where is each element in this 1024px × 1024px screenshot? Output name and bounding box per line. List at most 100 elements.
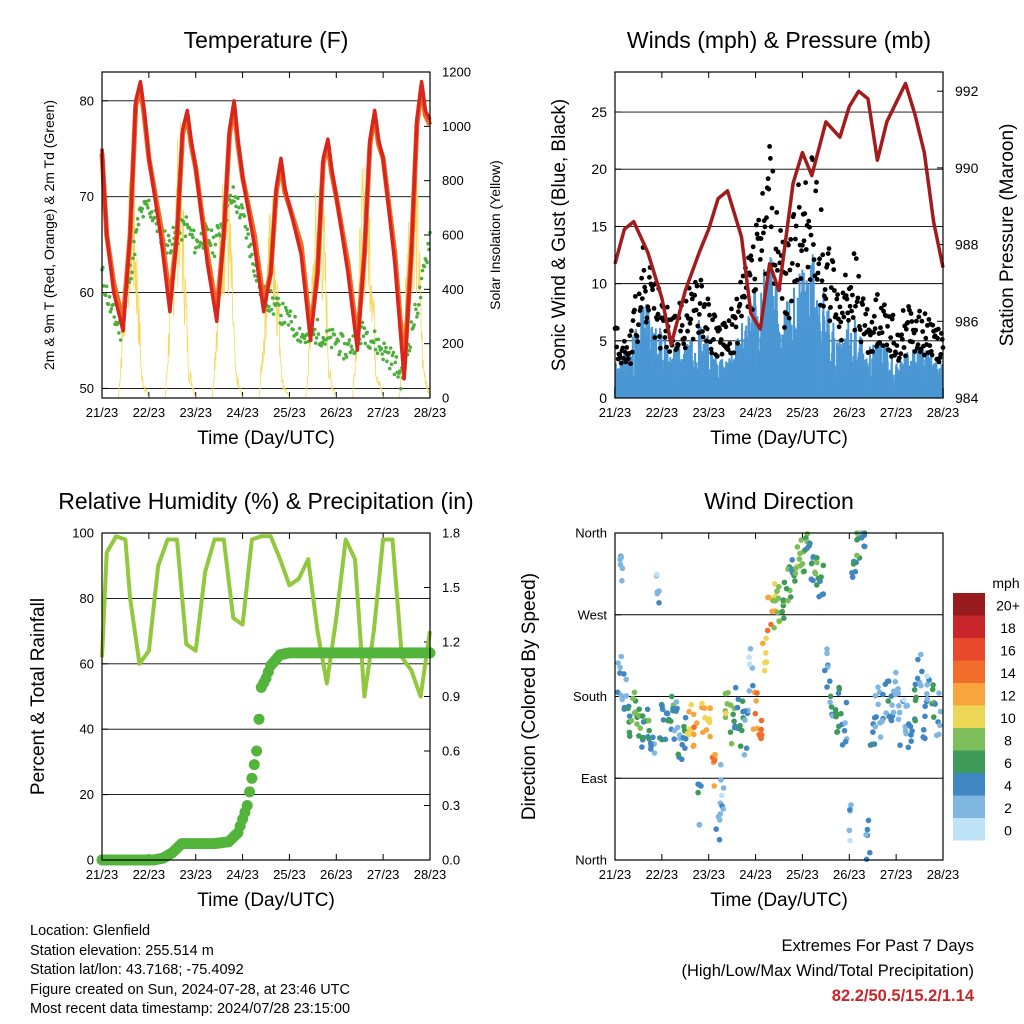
direction-point bbox=[924, 682, 930, 688]
direction-point bbox=[703, 727, 710, 733]
dewpoint-point bbox=[104, 284, 109, 289]
y-axis-label: Percent & Total Rainfall bbox=[28, 598, 49, 795]
dewpoint-point bbox=[250, 252, 254, 257]
gust-point bbox=[742, 294, 747, 300]
y2-tick-label: 0.6 bbox=[442, 744, 460, 759]
x-tick-label: 21/23 bbox=[599, 405, 632, 420]
gust-point bbox=[707, 312, 712, 318]
dewpoint-point bbox=[325, 329, 329, 333]
gust-point bbox=[641, 267, 647, 273]
gust-point bbox=[791, 212, 797, 217]
direction-point bbox=[820, 562, 827, 569]
y-tick-label: 20 bbox=[80, 787, 94, 802]
gust-point bbox=[622, 338, 627, 344]
direction-point bbox=[679, 756, 685, 763]
direction-point bbox=[918, 651, 924, 658]
dewpoint-point bbox=[239, 203, 244, 207]
gust-point bbox=[856, 273, 862, 279]
gust-point bbox=[709, 350, 715, 356]
y-tick-label: East bbox=[581, 771, 607, 786]
gust-point bbox=[889, 316, 895, 322]
colorbar-swatch bbox=[953, 795, 985, 818]
dewpoint-point bbox=[388, 346, 393, 350]
gust-point bbox=[857, 327, 863, 333]
direction-point bbox=[654, 571, 660, 578]
direction-point bbox=[656, 588, 662, 594]
gust-point bbox=[794, 277, 800, 283]
gust-point bbox=[697, 301, 703, 306]
direction-point bbox=[720, 785, 727, 791]
direction-point bbox=[675, 751, 682, 758]
direction-point bbox=[737, 722, 743, 729]
gust-point bbox=[719, 351, 725, 357]
x-tick-label: 28/23 bbox=[927, 405, 960, 420]
x-tick-label: 27/23 bbox=[367, 405, 400, 420]
colorbar-swatch bbox=[953, 615, 985, 638]
direction-point bbox=[772, 581, 778, 587]
gust-point bbox=[882, 302, 887, 308]
gust-point bbox=[899, 332, 904, 338]
dewpoint-point bbox=[183, 234, 188, 239]
gust-point bbox=[796, 182, 801, 188]
direction-point bbox=[816, 593, 822, 600]
dewpoint-point bbox=[330, 327, 335, 332]
dewpoint-point bbox=[243, 224, 248, 229]
dewpoint-point bbox=[413, 302, 417, 307]
latlon-text: Station lat/lon: 43.7168; -75.4092 bbox=[30, 962, 244, 978]
y2-tick-label: 800 bbox=[442, 173, 464, 188]
gust-point bbox=[682, 335, 687, 341]
direction-point bbox=[618, 653, 625, 660]
gust-point bbox=[764, 215, 769, 221]
direction-point bbox=[936, 731, 942, 738]
direction-point bbox=[673, 699, 680, 705]
gust-point bbox=[783, 271, 789, 276]
x-tick-label: 22/23 bbox=[646, 867, 679, 882]
y-tick-label: 25 bbox=[591, 104, 607, 120]
direction-point bbox=[650, 734, 656, 741]
dewpoint-point bbox=[251, 262, 255, 266]
direction-point bbox=[691, 724, 697, 730]
direction-point bbox=[682, 745, 688, 751]
gust-point bbox=[914, 318, 919, 324]
elevation-text: Station elevation: 255.514 m bbox=[30, 942, 214, 959]
direction-point bbox=[746, 661, 753, 667]
colorbar-label: 10 bbox=[1000, 710, 1016, 726]
direction-point bbox=[818, 574, 824, 580]
dewpoint-point bbox=[350, 348, 355, 352]
gust-point bbox=[620, 345, 626, 351]
direction-point bbox=[686, 731, 692, 738]
gust-point bbox=[657, 345, 663, 351]
direction-point bbox=[764, 627, 771, 634]
gust-point bbox=[789, 298, 794, 304]
direction-point bbox=[662, 736, 669, 743]
gust-point bbox=[808, 232, 814, 238]
gust-point bbox=[734, 296, 740, 302]
direction-point bbox=[908, 738, 914, 744]
dewpoint-point bbox=[112, 315, 116, 319]
gust-point bbox=[823, 296, 829, 302]
dewpoint-point bbox=[361, 334, 366, 339]
direction-point bbox=[739, 698, 746, 704]
gust-point bbox=[787, 267, 793, 273]
gust-point bbox=[762, 224, 768, 230]
direction-point bbox=[722, 714, 729, 721]
gust-point bbox=[636, 322, 641, 328]
direction-point bbox=[712, 751, 718, 758]
direction-point bbox=[807, 540, 813, 547]
direction-point bbox=[728, 740, 735, 747]
dewpoint-point bbox=[320, 340, 325, 345]
gust-point bbox=[825, 251, 831, 256]
direction-point bbox=[763, 650, 769, 656]
gust-point bbox=[885, 323, 890, 329]
direction-point bbox=[737, 743, 744, 749]
dewpoint-point bbox=[319, 343, 324, 348]
dewpoint-point bbox=[323, 342, 327, 346]
dewpoint-point bbox=[111, 302, 115, 307]
dewpoint-point bbox=[146, 206, 150, 210]
gust-point bbox=[786, 315, 792, 321]
gust-point bbox=[655, 311, 661, 317]
gust-point bbox=[629, 328, 634, 334]
dewpoint-point bbox=[140, 207, 145, 211]
gust-point bbox=[920, 329, 926, 334]
x-tick-label: 22/23 bbox=[133, 405, 166, 420]
